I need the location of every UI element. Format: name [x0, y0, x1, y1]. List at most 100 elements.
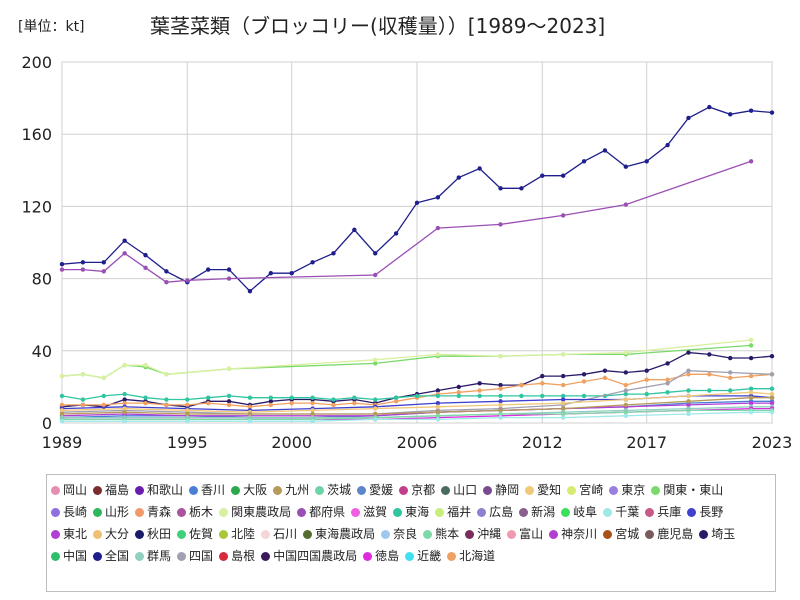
data-point: [498, 354, 503, 359]
legend-item: 群馬: [135, 547, 171, 565]
data-point: [623, 388, 629, 393]
data-point: [268, 395, 274, 400]
legend-label: 兵庫: [657, 505, 682, 519]
x-tick-label: 1989: [42, 433, 83, 452]
data-point: [393, 231, 399, 236]
data-point: [59, 408, 65, 413]
data-point: [748, 400, 754, 406]
data-point: [748, 108, 754, 113]
data-point: [373, 406, 378, 411]
data-point: [205, 400, 211, 406]
data-point: [268, 270, 274, 276]
data-point: [122, 400, 127, 406]
data-point: [122, 406, 127, 411]
data-point: [560, 406, 566, 411]
legend-label: 都府県: [309, 505, 346, 519]
legend-label: 栃木: [189, 505, 214, 519]
legend-label: 東北: [63, 527, 88, 541]
legend-item: 中国四国農政局: [261, 547, 357, 565]
data-point: [748, 386, 754, 391]
legend-marker: [363, 552, 373, 561]
legend-label: 東京: [621, 483, 646, 497]
legend-item: 広島: [477, 503, 513, 521]
data-point: [435, 417, 441, 422]
data-point: [560, 397, 566, 402]
data-point: [748, 390, 754, 395]
legend-marker: [135, 530, 145, 539]
data-point: [205, 395, 211, 400]
legend-item: 愛媛: [357, 481, 393, 499]
legend-label: 奈良: [393, 527, 418, 541]
legend-label: 関東・東山: [663, 483, 724, 497]
data-point: [581, 393, 587, 399]
legend-label: 愛知: [537, 483, 562, 497]
legend-marker: [477, 508, 487, 517]
legend-item: 東海: [393, 503, 429, 521]
legend-item: 神奈川: [549, 525, 597, 543]
legend-marker: [651, 486, 661, 495]
data-point: [122, 409, 127, 415]
y-tick-label: 0: [42, 414, 52, 433]
data-point: [498, 186, 503, 191]
data-point: [707, 372, 712, 377]
data-point: [748, 355, 754, 361]
data-point: [352, 400, 357, 406]
legend-label: 中国: [63, 549, 88, 563]
data-point: [540, 373, 545, 379]
unit-label: [単位：kt]: [18, 19, 85, 35]
data-point: [185, 418, 190, 424]
data-point: [581, 159, 587, 164]
data-point: [373, 357, 378, 363]
legend-item: 宮城: [603, 525, 639, 543]
legend-label: 宮城: [615, 527, 640, 541]
legend-marker: [51, 508, 60, 517]
data-point: [623, 370, 629, 375]
legend-item: 熊本: [423, 525, 459, 543]
data-point: [498, 386, 503, 391]
data-point: [143, 400, 148, 406]
legend-label: 神奈川: [561, 527, 598, 541]
data-point: [101, 260, 106, 265]
legend-label: 全国: [105, 549, 130, 563]
data-point: [498, 415, 503, 420]
data-point: [623, 409, 629, 415]
legend-item: 和歌山: [135, 481, 183, 499]
data-point: [143, 252, 148, 258]
data-point: [101, 269, 106, 274]
legend-marker: [189, 486, 199, 495]
legend-label: 沖縄: [477, 527, 502, 541]
data-point: [748, 159, 754, 164]
data-point: [331, 251, 336, 256]
data-point: [122, 397, 127, 402]
data-point: [59, 261, 65, 267]
legend-item: 関東・東山: [651, 481, 723, 499]
data-point: [310, 418, 315, 424]
legend-item: 千葉: [603, 503, 639, 521]
legend-marker: [135, 552, 145, 561]
data-point: [498, 411, 503, 417]
data-point: [728, 355, 733, 361]
data-point: [769, 372, 775, 377]
legend-marker: [645, 530, 655, 539]
legend-item: 島根: [219, 547, 255, 565]
data-point: [101, 393, 106, 399]
data-point: [686, 115, 691, 121]
data-point: [226, 276, 232, 281]
data-point: [686, 388, 691, 393]
legend-marker: [303, 530, 313, 539]
legend-marker: [135, 486, 145, 495]
data-point: [373, 397, 378, 402]
data-point: [289, 395, 294, 400]
legend-label: 岐阜: [573, 505, 598, 519]
data-point: [122, 391, 127, 397]
data-point: [644, 368, 649, 373]
data-point: [373, 361, 378, 366]
data-point: [143, 395, 148, 400]
legend-item: 秋田: [135, 525, 171, 543]
x-tick-label: 2012: [522, 433, 563, 452]
legend-label: 北陸: [231, 527, 256, 541]
chart-title: 葉茎菜類（ブロッコリー(収穫量））[1989～2023]: [150, 14, 606, 38]
data-point: [602, 368, 608, 373]
legend-label: 宮崎: [579, 483, 604, 497]
data-point: [122, 238, 127, 243]
